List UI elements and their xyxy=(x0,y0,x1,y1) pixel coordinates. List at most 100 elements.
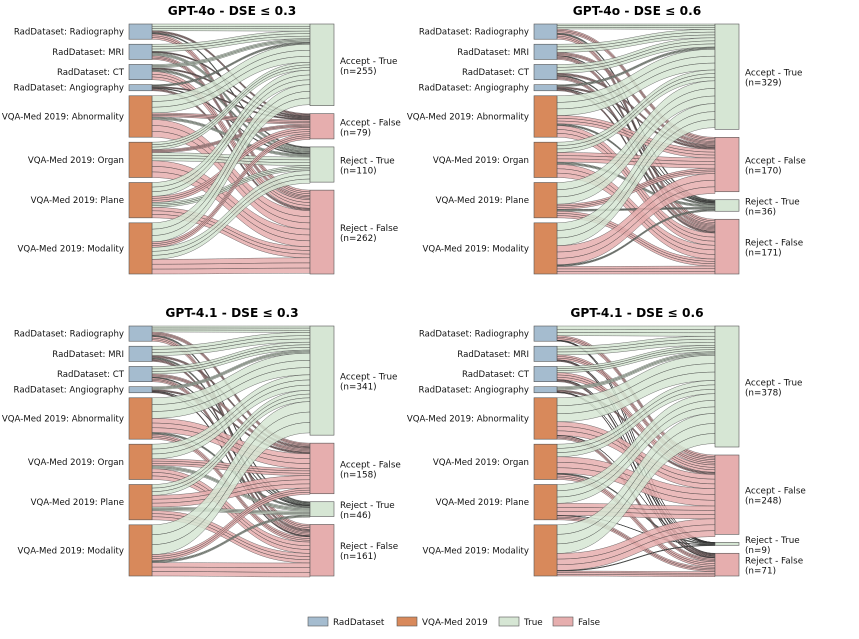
target-node xyxy=(309,442,335,495)
flow-link xyxy=(556,271,716,275)
source-node xyxy=(128,345,153,362)
flow-link xyxy=(556,186,716,265)
source-label: VQA-Med 2019: Modality xyxy=(423,244,529,254)
source-label: RadDataset: CT xyxy=(57,68,125,78)
flow-link xyxy=(151,329,311,333)
source-node xyxy=(128,222,153,275)
source-node xyxy=(533,43,558,60)
target-count: (n=79) xyxy=(340,128,371,138)
target-label: Reject - False xyxy=(340,542,398,552)
target-label: Accept - False xyxy=(340,118,401,128)
target-node xyxy=(309,501,335,517)
source-node xyxy=(533,141,558,178)
source-label: RadDataset: Radiography xyxy=(14,28,124,38)
sankey-panel: GPT-4o - DSE ≤ 0.3 RadDataset: Radiograph… xyxy=(2,4,401,275)
source-label: VQA-Med 2019: Organ xyxy=(28,156,124,166)
target-count: (n=262) xyxy=(340,234,377,244)
source-label: VQA-Med 2019: Abnormality xyxy=(2,112,124,122)
target-label: Accept - False xyxy=(745,487,806,497)
flow-link xyxy=(556,332,716,337)
panel-title: GPT-4o - DSE ≤ 0.3 xyxy=(168,4,296,18)
target-label: Accept - False xyxy=(745,157,806,167)
target-count: (n=46) xyxy=(340,511,371,521)
source-node xyxy=(533,95,558,138)
flow-link xyxy=(556,329,716,334)
target-count: (n=9) xyxy=(745,546,770,556)
target-node xyxy=(714,454,740,535)
legend-swatch xyxy=(307,616,329,627)
flow-link xyxy=(151,267,311,275)
legend-label: RadDataset xyxy=(333,618,385,628)
target-node xyxy=(714,325,740,448)
source-label: RadDataset: Angiography xyxy=(14,84,124,94)
legend: RadDataset VQA-Med 2019 True False xyxy=(307,616,600,628)
target-label: Accept - True xyxy=(340,57,397,67)
legend-label: VQA-Med 2019 xyxy=(422,618,488,628)
target-node xyxy=(714,199,740,212)
legend-swatch xyxy=(498,616,520,627)
target-node xyxy=(309,325,335,436)
source-node xyxy=(128,23,153,40)
source-node xyxy=(128,325,153,342)
source-label: VQA-Med 2019: Plane xyxy=(436,196,529,206)
source-node xyxy=(533,366,558,382)
source-node xyxy=(533,222,558,275)
target-count: (n=36) xyxy=(745,207,776,217)
legend-item: VQA-Med 2019 xyxy=(396,616,488,628)
target-count: (n=158) xyxy=(340,470,377,480)
target-label: Accept - True xyxy=(340,373,397,383)
target-count: (n=329) xyxy=(745,79,782,89)
target-node xyxy=(309,113,335,140)
source-label: VQA-Med 2019: Modality xyxy=(18,546,124,556)
source-node xyxy=(533,325,558,342)
target-node xyxy=(309,524,335,577)
target-label: Accept - True xyxy=(745,379,802,389)
flow-link xyxy=(151,137,311,248)
source-label: RadDataset: Angiography xyxy=(419,386,529,396)
source-label: RadDataset: Radiography xyxy=(14,330,124,340)
panel-title: GPT-4o - DSE ≤ 0.6 xyxy=(573,4,701,18)
target-label: Accept - True xyxy=(745,69,802,79)
legend-swatch xyxy=(396,616,418,627)
flow-link xyxy=(556,545,716,572)
target-count: (n=161) xyxy=(340,552,377,562)
target-node xyxy=(309,23,335,106)
flow-link xyxy=(151,178,311,260)
source-node xyxy=(128,43,153,60)
source-label: RadDataset: CT xyxy=(57,370,125,380)
source-node xyxy=(128,484,153,521)
target-count: (n=341) xyxy=(340,383,377,393)
target-count: (n=171) xyxy=(745,249,782,259)
target-node xyxy=(309,189,335,275)
target-count: (n=71) xyxy=(745,567,776,577)
legend-item: RadDataset xyxy=(307,616,385,628)
flow-link xyxy=(556,530,716,571)
legend-label: True xyxy=(523,618,543,628)
source-node xyxy=(128,64,153,80)
flow-link xyxy=(151,562,311,568)
target-count: (n=378) xyxy=(745,389,782,399)
flow-link xyxy=(151,516,311,563)
source-node xyxy=(128,95,153,138)
source-node xyxy=(533,386,558,394)
target-count: (n=255) xyxy=(340,67,377,77)
target-node xyxy=(714,23,740,130)
source-node xyxy=(533,182,558,219)
source-node xyxy=(128,366,153,382)
target-label: Reject - False xyxy=(340,224,398,234)
flow-link xyxy=(556,574,716,577)
source-node xyxy=(533,345,558,362)
sankey-panel: GPT-4o - DSE ≤ 0.6 RadDataset: Radiograph… xyxy=(407,4,806,275)
flow-link xyxy=(556,27,716,30)
flow-link xyxy=(151,571,311,578)
source-label: VQA-Med 2019: Plane xyxy=(31,196,124,206)
source-node xyxy=(128,443,153,480)
sankey-panel: GPT-4.1 - DSE ≤ 0.6 RadDataset: Radiograp… xyxy=(407,306,806,577)
source-label: VQA-Med 2019: Abnormality xyxy=(407,414,529,424)
legend-item: True xyxy=(498,616,543,628)
source-label: RadDataset: Angiography xyxy=(419,84,529,94)
flow-link xyxy=(151,325,311,329)
source-label: VQA-Med 2019: Modality xyxy=(423,546,529,556)
source-node xyxy=(128,84,153,92)
target-node xyxy=(714,552,740,577)
